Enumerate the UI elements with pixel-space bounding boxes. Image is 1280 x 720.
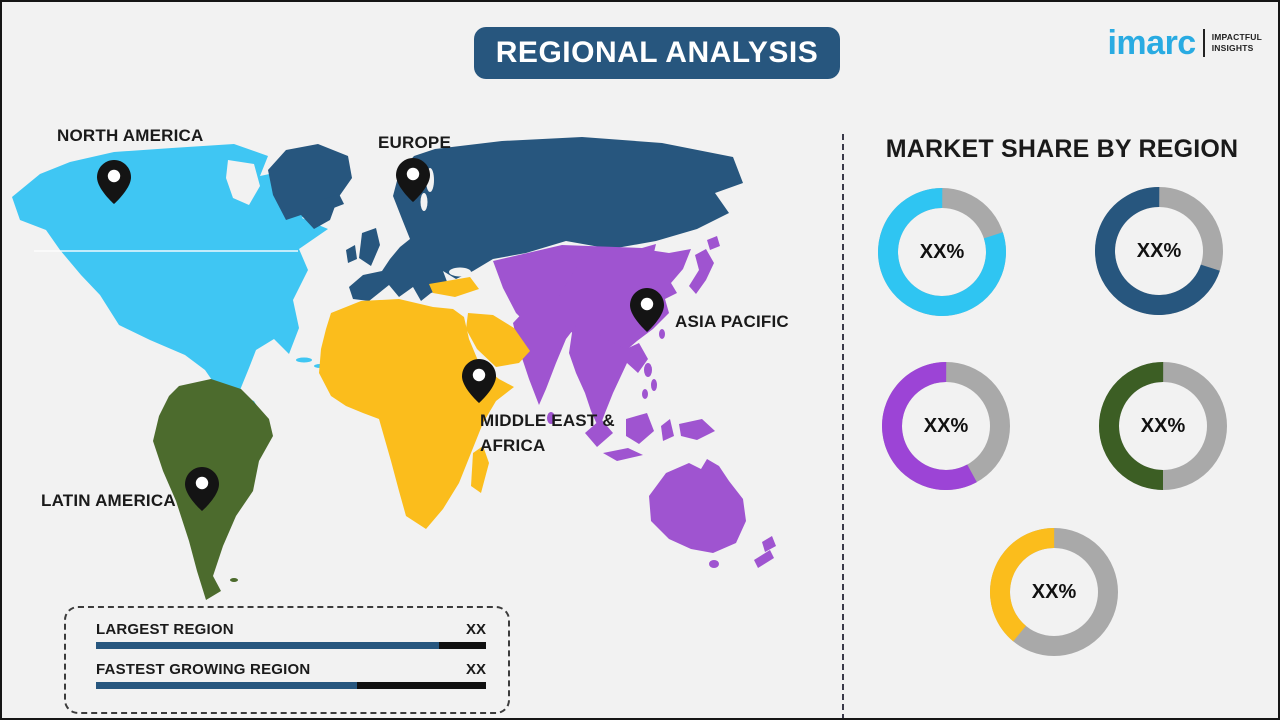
europe-russia-shape: [349, 137, 743, 301]
australia-shape: [649, 459, 746, 553]
fastest-growing-region-bar-fill: [96, 682, 358, 689]
java-shape: [603, 448, 643, 461]
new-zealand-north-shape: [762, 536, 776, 552]
arabia-shape: [466, 313, 530, 367]
donut-value-arc: [878, 188, 1006, 316]
new-guinea-shape: [679, 419, 715, 440]
imarc-brand-text: imarc: [1107, 24, 1196, 62]
market-share-heading: MARKET SHARE BY REGION: [885, 135, 1239, 163]
donut-percent-label: XX%: [923, 414, 969, 437]
sri-lanka-island: [547, 412, 555, 424]
india-shape: [513, 299, 576, 405]
taiwan-island: [659, 329, 665, 339]
map-legend-box: LARGEST REGION XX FASTEST GROWING REGION…: [64, 606, 510, 714]
latin-america-label: LATIN AMERICA: [41, 491, 176, 510]
logo-divider: [1202, 29, 1205, 57]
donut-percent-label: XX%: [1031, 580, 1077, 603]
ireland-shape: [346, 245, 357, 263]
donut-chart-europe: XX%: [1095, 187, 1223, 315]
donut-percent-label: XX%: [919, 240, 965, 263]
africa-shape: [319, 299, 514, 529]
latin-america-pin-icon: [185, 467, 219, 511]
falkland-island: [230, 578, 238, 582]
world-map: [12, 137, 776, 600]
baltic-sea-water: [420, 193, 428, 211]
donut-chart-middle-east-africa: XX%: [990, 528, 1118, 656]
title-banner: REGIONAL ANALYSIS: [474, 27, 840, 79]
black-sea-water: [449, 267, 471, 277]
europe-label: EUROPE: [378, 133, 451, 152]
largest-region-bar-track: [96, 642, 486, 649]
donut-chart-north-america: XX%: [878, 188, 1006, 316]
southeast-asia-shape: [569, 326, 648, 429]
philippines-island: [651, 379, 657, 391]
donut-value-arc: [1099, 362, 1227, 490]
asia-pacific-label: ASIA PACIFIC: [675, 312, 789, 331]
borneo-shape: [626, 413, 654, 444]
middle-east-africa-label: MIDDLE EAST & AFRICA: [480, 411, 615, 455]
new-zealand-south-shape: [754, 550, 774, 568]
donut-chart-latin-america: XX%: [1099, 362, 1227, 490]
north-america-pin-icon: [97, 160, 131, 204]
north-america-label: NORTH AMERICA: [57, 126, 204, 145]
donut-value-arc: [1095, 187, 1223, 315]
section-divider: [842, 134, 844, 718]
turkey-shape: [429, 277, 479, 297]
uk-shape: [359, 228, 380, 266]
tasmania-island: [709, 560, 719, 568]
japan-shape: [689, 249, 714, 294]
page-title: REGIONAL ANALYSIS: [495, 36, 819, 69]
philippines-island: [644, 363, 652, 377]
imarc-logo: imarc IMPACTFUL INSIGHTS: [1107, 26, 1262, 60]
largest-region-label: LARGEST REGION: [96, 621, 234, 638]
hokkaido-shape: [707, 236, 720, 250]
china-shape: [549, 249, 691, 353]
philippines-island: [642, 389, 648, 399]
fastest-growing-region-value: XX: [465, 661, 486, 678]
logo-tagline: IMPACTFUL INSIGHTS: [1211, 32, 1262, 53]
donut-percent-label: XX%: [1140, 414, 1186, 437]
fastest-growing-region-bar-track: [96, 682, 486, 689]
iceland-shape: [324, 194, 344, 209]
fastest-growing-region-label: FASTEST GROWING REGION: [96, 661, 311, 678]
sumatra-shape: [585, 419, 613, 447]
largest-region-bar-fill: [96, 642, 440, 649]
largest-region-value: XX: [465, 621, 486, 638]
madagascar-shape: [471, 446, 489, 493]
north-america-shape: [12, 144, 328, 413]
middle-east-africa-pin-icon: [462, 359, 496, 403]
europe-pin-icon: [396, 158, 430, 202]
largest-region-row: LARGEST REGION XX: [96, 621, 486, 649]
hudson-bay-water: [226, 160, 260, 205]
caribbean-island: [296, 357, 312, 363]
donut-percent-label: XX%: [1136, 239, 1182, 262]
asia-pacific-pin-icon: [630, 288, 664, 332]
fastest-growing-region-row: FASTEST GROWING REGION XX: [96, 661, 486, 689]
sulawesi-shape: [661, 419, 674, 441]
donut-chart-asia-pacific: XX%: [882, 362, 1010, 490]
